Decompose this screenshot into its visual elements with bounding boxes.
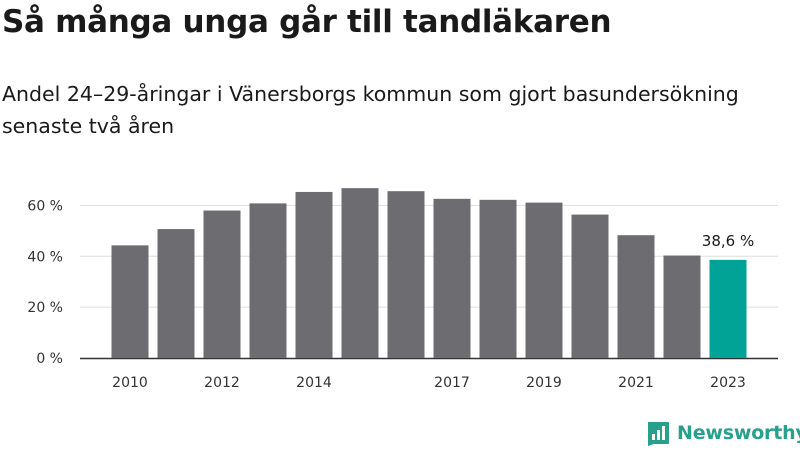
bar-2013 — [249, 203, 287, 358]
x-tick-label-2012: 2012 — [204, 375, 240, 391]
bar-2014 — [295, 191, 333, 358]
y-tick-label: 60 % — [27, 198, 63, 214]
x-tick-label-2017: 2017 — [434, 375, 470, 391]
brand-name: Newsworthy — [677, 422, 800, 444]
y-tick-label: 0 % — [36, 351, 63, 367]
bar-2016 — [387, 191, 425, 358]
bar-2022 — [663, 255, 701, 358]
bar-2010 — [111, 245, 149, 358]
newsworthy-logo: Newsworthy — [645, 418, 800, 448]
bar-2018 — [479, 199, 517, 358]
bar-2015 — [341, 188, 379, 358]
bar-2012 — [203, 210, 241, 358]
y-axis-labels: 0 % 20 % 40 % 60 % — [27, 198, 63, 367]
x-axis-labels: 2010 2012 2014 2017 2019 2021 2023 — [112, 375, 746, 391]
x-tick-label-2021: 2021 — [618, 375, 654, 391]
chart-subtitle: Andel 24–29-åringar i Vänersborgs kommun… — [2, 82, 739, 138]
y-tick-label: 40 % — [27, 249, 63, 265]
data-labels: 38,6 % — [702, 232, 754, 250]
bars — [111, 188, 747, 358]
gridlines — [80, 204, 778, 360]
x-tick-label-2023: 2023 — [710, 375, 746, 391]
bar-2011 — [157, 229, 195, 358]
bar-2021 — [617, 235, 655, 358]
data-label-2023: 38,6 % — [702, 232, 754, 250]
chart-title: Så många unga går till tandläkaren — [2, 4, 612, 40]
bar-2023 — [709, 259, 747, 358]
x-tick-label-2010: 2010 — [112, 375, 148, 391]
y-tick-label: 20 % — [27, 300, 63, 316]
x-tick-label-2014: 2014 — [296, 375, 332, 391]
x-tick-label-2019: 2019 — [526, 375, 562, 391]
bar-chart-logo-icon — [648, 422, 669, 446]
bar-2019 — [525, 202, 563, 358]
bar-2017 — [433, 198, 471, 358]
bar-2020 — [571, 214, 609, 358]
